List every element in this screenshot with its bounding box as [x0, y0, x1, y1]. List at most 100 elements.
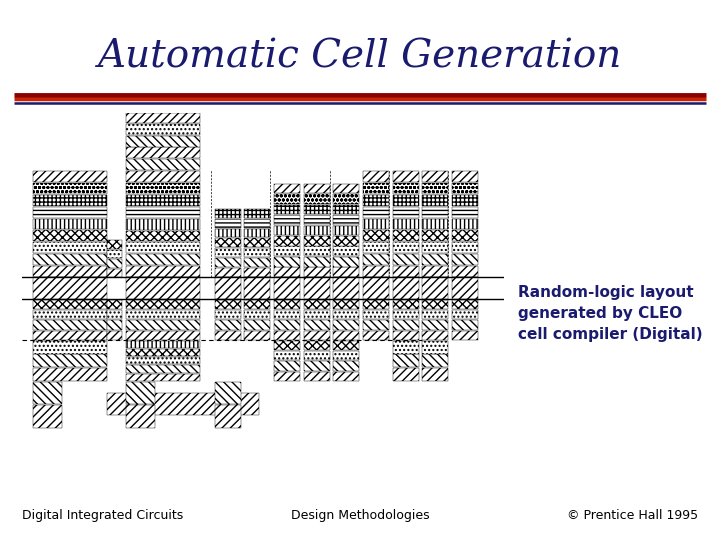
Bar: [363, 171, 389, 182]
Bar: [274, 330, 300, 340]
Bar: [423, 266, 449, 277]
Bar: [125, 147, 199, 158]
Bar: [125, 171, 199, 182]
Bar: [333, 310, 359, 320]
Bar: [423, 341, 449, 354]
Bar: [304, 184, 330, 193]
Bar: [363, 195, 389, 206]
Bar: [452, 195, 478, 206]
Bar: [274, 236, 300, 246]
Bar: [215, 258, 240, 267]
Bar: [107, 310, 122, 320]
Bar: [392, 341, 418, 354]
Bar: [32, 195, 107, 206]
Bar: [452, 310, 478, 320]
Bar: [423, 368, 449, 381]
Bar: [304, 361, 330, 370]
Bar: [107, 300, 122, 309]
Bar: [333, 236, 359, 246]
Bar: [125, 242, 199, 253]
Bar: [107, 268, 122, 277]
Bar: [215, 268, 240, 277]
Bar: [32, 231, 107, 241]
Bar: [423, 183, 449, 194]
Bar: [125, 254, 199, 265]
Bar: [274, 320, 300, 330]
Bar: [452, 171, 478, 182]
Bar: [333, 194, 359, 204]
Bar: [392, 266, 418, 277]
Bar: [333, 184, 359, 193]
Bar: [274, 300, 300, 309]
Bar: [274, 194, 300, 204]
Bar: [363, 231, 389, 241]
Bar: [32, 219, 107, 230]
Bar: [304, 246, 330, 256]
Bar: [423, 277, 449, 299]
Bar: [244, 268, 270, 277]
Bar: [392, 320, 418, 330]
Bar: [304, 236, 330, 246]
Bar: [392, 254, 418, 265]
Bar: [274, 257, 300, 267]
Bar: [363, 219, 389, 230]
Bar: [215, 209, 240, 218]
Text: Design Methodologies: Design Methodologies: [291, 509, 429, 522]
Bar: [304, 300, 330, 309]
Bar: [215, 406, 240, 428]
Bar: [244, 310, 270, 320]
Bar: [244, 209, 270, 218]
Bar: [304, 351, 330, 360]
Bar: [452, 183, 478, 194]
Bar: [125, 300, 199, 309]
Bar: [32, 242, 107, 253]
Bar: [274, 372, 300, 381]
Bar: [304, 194, 330, 204]
Bar: [274, 215, 300, 225]
Bar: [363, 207, 389, 218]
Bar: [423, 171, 449, 182]
Bar: [423, 354, 449, 367]
Bar: [363, 277, 389, 299]
Bar: [274, 341, 300, 350]
Bar: [215, 310, 240, 320]
Bar: [32, 277, 107, 299]
Text: Automatic Cell Generation: Automatic Cell Generation: [98, 38, 622, 75]
Bar: [423, 242, 449, 253]
Bar: [274, 361, 300, 370]
Bar: [304, 205, 330, 214]
Bar: [392, 242, 418, 253]
Text: Digital Integrated Circuits: Digital Integrated Circuits: [22, 509, 183, 522]
Bar: [423, 254, 449, 265]
Bar: [363, 300, 389, 309]
Bar: [392, 300, 418, 309]
Bar: [244, 219, 270, 227]
Bar: [125, 124, 199, 134]
Bar: [125, 183, 199, 194]
Bar: [107, 320, 122, 330]
Bar: [125, 330, 199, 340]
Bar: [304, 277, 330, 299]
Bar: [32, 354, 107, 367]
Bar: [363, 266, 389, 277]
Bar: [452, 207, 478, 218]
Bar: [125, 195, 199, 206]
Bar: [333, 215, 359, 225]
Bar: [423, 207, 449, 218]
Bar: [215, 228, 240, 238]
Bar: [125, 113, 199, 123]
Bar: [244, 320, 270, 330]
Text: Random-logic layout
generated by CLEO
cell compiler (Digital): Random-logic layout generated by CLEO ce…: [518, 285, 703, 342]
Bar: [125, 219, 199, 230]
Bar: [125, 349, 199, 356]
Bar: [107, 240, 122, 249]
Bar: [107, 249, 122, 258]
Bar: [333, 320, 359, 330]
Bar: [32, 310, 107, 320]
Bar: [304, 372, 330, 381]
Bar: [125, 341, 199, 348]
Bar: [125, 310, 199, 320]
Bar: [392, 310, 418, 320]
Bar: [392, 277, 418, 299]
Bar: [333, 300, 359, 309]
